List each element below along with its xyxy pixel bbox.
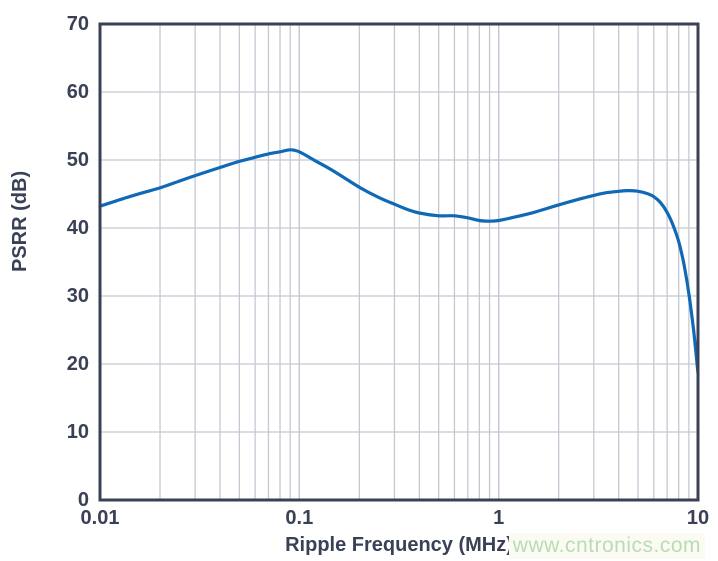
x-tick-label: 1 <box>493 507 505 529</box>
x-axis-title: Ripple Frequency (MHz) <box>285 534 513 556</box>
watermark-text: www.cntronics.com <box>508 533 705 559</box>
y-tick-label: 20 <box>66 353 89 375</box>
y-tick-label: 50 <box>66 149 89 171</box>
y-tick-label: 10 <box>66 421 89 443</box>
y-tick-label: 0 <box>77 489 89 511</box>
x-tick-label: 0.01 <box>80 507 120 529</box>
psrr-curve <box>98 148 700 376</box>
x-tick-label: 0.1 <box>285 507 314 529</box>
y-axis-title: PSRR (dB) <box>9 170 31 272</box>
gridlines <box>100 24 698 500</box>
y-tick-label: 30 <box>66 285 89 307</box>
x-tick-label: 10 <box>686 507 710 529</box>
y-tick-label: 70 <box>66 13 89 35</box>
y-tick-label: 40 <box>66 217 89 239</box>
plot-border <box>98 22 700 502</box>
y-tick-label: 60 <box>66 81 89 103</box>
